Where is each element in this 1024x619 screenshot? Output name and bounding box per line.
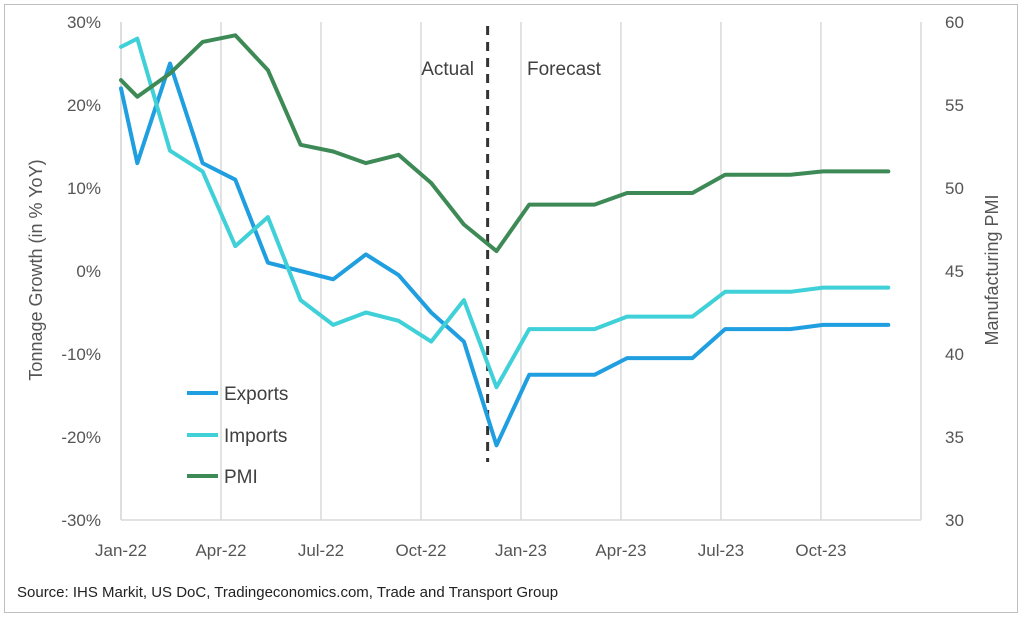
x-tick-apr-23: Apr-23 xyxy=(595,541,646,560)
actual-annotation: Actual xyxy=(421,59,474,80)
y-right-tick-3: 45 xyxy=(945,262,964,281)
y-left-axis-title: Tonnage Growth (in % YoY) xyxy=(26,159,46,380)
y-right-axis-title: Manufacturing PMI xyxy=(982,194,1002,345)
y-right-tick-1: 55 xyxy=(945,96,964,115)
y-left-tick-5: -20% xyxy=(61,428,101,447)
x-tick-jan-23: Jan-23 xyxy=(495,541,547,560)
y-left-tick-1: 20% xyxy=(67,96,101,115)
series-line-imports xyxy=(119,36,891,390)
y-right-tick-2: 50 xyxy=(945,179,964,198)
legend: Exports Imports PMI xyxy=(187,384,288,488)
source-note: Source: IHS Markit, US DoC, Tradingecono… xyxy=(17,584,558,601)
grid-lines xyxy=(120,22,922,521)
legend-label-pmi: PMI xyxy=(224,467,258,488)
legend-label-exports: Exports xyxy=(224,384,288,405)
series-layer xyxy=(119,33,891,448)
y-left-tick-3: 0% xyxy=(76,262,101,281)
x-tick-jul-22: Jul-22 xyxy=(298,541,344,560)
series-line-exports xyxy=(119,61,891,448)
y-right-tick-5: 35 xyxy=(945,428,964,447)
y-right-tick-4: 40 xyxy=(945,345,964,364)
x-tick-apr-22: Apr-22 xyxy=(195,541,246,560)
y-right-tick-6: 30 xyxy=(945,511,964,530)
y-right-tick-0: 60 xyxy=(945,13,964,32)
y-left-tick-2: 10% xyxy=(67,179,101,198)
y-left-tick-0: 30% xyxy=(67,13,101,32)
legend-label-imports: Imports xyxy=(224,426,287,447)
y-left-tick-6: -30% xyxy=(61,511,101,530)
series-line-pmi xyxy=(119,33,891,254)
tick-layer: Jan-22 Apr-22 Jul-22 Oct-22 Jan-23 Apr-23 Jul-… xyxy=(61,13,964,560)
x-tick-jul-23: Jul-23 xyxy=(698,541,744,560)
x-tick-oct-22: Oct-22 xyxy=(395,541,446,560)
x-tick-jan-22: Jan-22 xyxy=(95,541,147,560)
x-tick-oct-23: Oct-23 xyxy=(795,541,846,560)
chart-frame xyxy=(4,4,1018,613)
forecast-annotation: Forecast xyxy=(527,59,602,80)
y-left-tick-4: -10% xyxy=(61,345,101,364)
